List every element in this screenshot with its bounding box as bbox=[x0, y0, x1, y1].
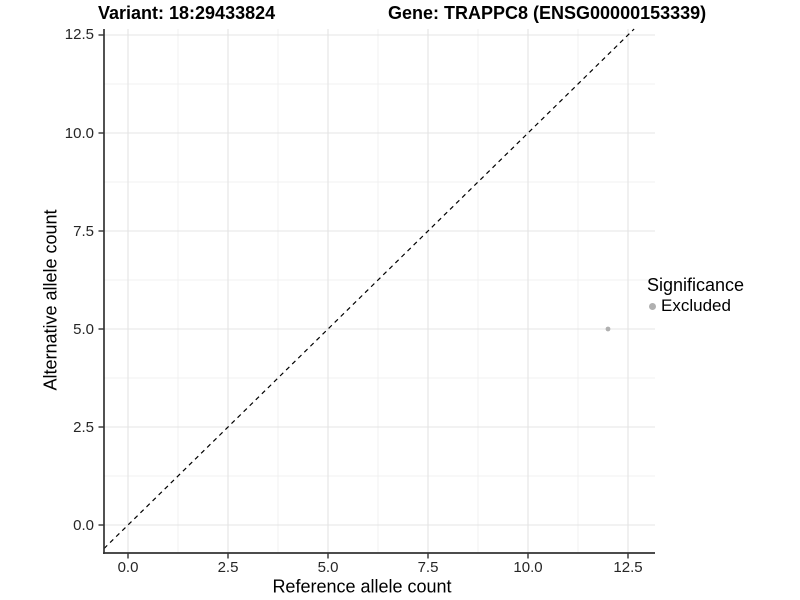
legend-item: Excluded bbox=[647, 297, 744, 315]
x-tick-label: 0.0 bbox=[117, 559, 139, 576]
x-tick-label: 5.0 bbox=[317, 559, 339, 576]
legend-items: Excluded bbox=[647, 297, 744, 315]
data-point bbox=[605, 326, 611, 332]
legend-item-label: Excluded bbox=[661, 296, 731, 315]
x-tick-label: 7.5 bbox=[417, 559, 439, 576]
y-tick-label: 0.0 bbox=[73, 516, 94, 534]
legend-title: Significance bbox=[647, 275, 745, 295]
gene-title: Gene: TRAPPC8 (ENSG00000153339) bbox=[388, 3, 707, 23]
identity-line bbox=[103, 28, 635, 549]
legend: Significance Excluded bbox=[647, 275, 744, 315]
y-tick-label: 2.5 bbox=[73, 418, 94, 436]
x-tick-label: 10.0 bbox=[513, 559, 543, 576]
variant-title: Variant: 18:29433824 bbox=[98, 3, 276, 23]
y-tick-label: 5.0 bbox=[73, 320, 94, 338]
x-tick-label: 12.5 bbox=[613, 559, 643, 576]
x-axis-title: Reference allele count bbox=[272, 576, 452, 597]
x-tick-label: 2.5 bbox=[217, 559, 239, 576]
y-tick-label: 12.5 bbox=[64, 26, 94, 44]
legend-key-dot-icon bbox=[649, 302, 656, 310]
y-tick-label: 7.5 bbox=[73, 222, 94, 240]
y-tick-label: 10.0 bbox=[64, 124, 94, 142]
